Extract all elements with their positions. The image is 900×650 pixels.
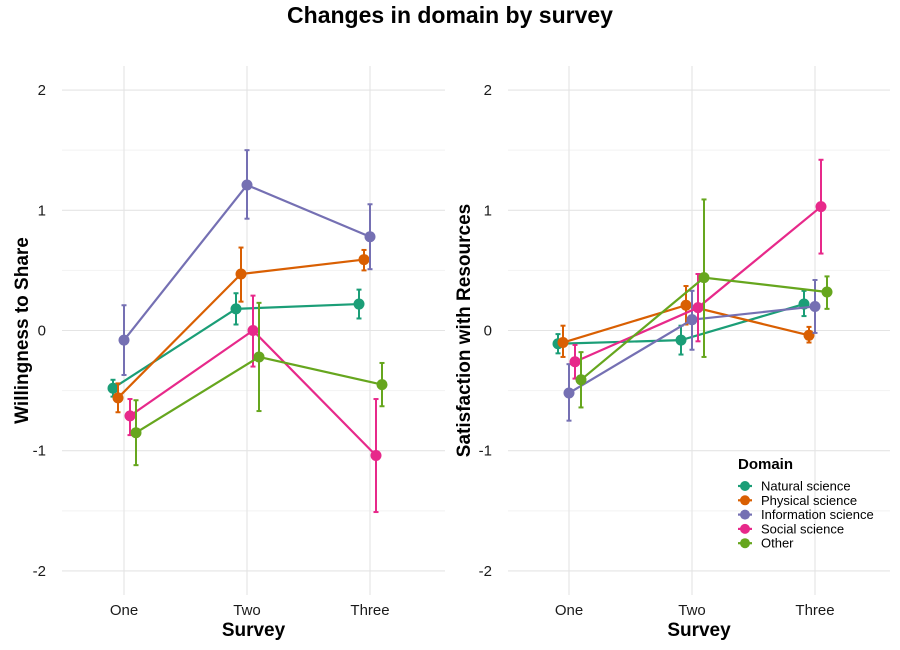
y-tick-label: 0: [38, 323, 46, 340]
series-social-science: [569, 158, 827, 380]
y-tick-label: -1: [479, 443, 492, 460]
y-tick-label: -1: [33, 443, 46, 460]
legend-label: Information science: [761, 507, 874, 522]
y-axis-title: Satisfaction with Resources: [454, 204, 475, 457]
data-point: [686, 314, 698, 326]
x-tick-label: One: [110, 602, 138, 619]
x-tick-label: Two: [233, 602, 261, 619]
y-tick-label: 0: [484, 323, 492, 340]
data-point: [118, 334, 130, 346]
data-point: [241, 179, 253, 191]
legend-label: Natural science: [761, 479, 851, 494]
data-point: [112, 392, 124, 404]
data-point: [692, 302, 704, 314]
x-tick-label: Two: [678, 602, 706, 619]
data-point: [247, 325, 259, 336]
x-axis-title: Survey: [667, 620, 731, 641]
legend-label: Other: [761, 536, 794, 551]
data-point: [353, 298, 365, 310]
legend-label: Social science: [761, 521, 844, 536]
data-point: [253, 351, 265, 363]
legend-title: Domain: [738, 456, 793, 473]
y-tick-label: 2: [38, 82, 46, 99]
y-tick-label: 1: [484, 202, 492, 219]
panel-2: -2 -1 0 1 2 One Two Three Survey Satisfaction wit…: [454, 66, 890, 641]
data-point: [230, 303, 242, 315]
legend-key-point: [740, 523, 750, 534]
panel-1: -2 -1 0 1 2 One Two Three Survey Willingness to S…: [12, 66, 445, 641]
series-physical-science: [557, 285, 815, 358]
data-point: [364, 231, 376, 243]
series-social-science: [124, 294, 382, 514]
y-tick-label: -2: [33, 563, 46, 580]
series-physical-science: [112, 246, 370, 414]
data-point: [130, 427, 142, 439]
data-point: [557, 337, 569, 349]
y-tick-label: -2: [479, 563, 492, 580]
data-point: [675, 334, 687, 346]
x-tick-label: One: [555, 602, 583, 619]
data-point: [370, 450, 382, 462]
data-point: [107, 382, 119, 394]
data-point: [821, 286, 833, 298]
y-tick-label: 2: [484, 82, 492, 99]
data-point: [803, 329, 815, 341]
legend-key-point: [740, 481, 750, 491]
legend-key-point: [740, 495, 750, 506]
data-point: [809, 300, 821, 312]
data-point: [569, 356, 581, 368]
legend-key-point: [740, 538, 750, 549]
data-point: [376, 379, 388, 391]
data-point: [815, 201, 827, 213]
series-information-science: [563, 279, 821, 422]
data-point: [124, 410, 136, 422]
x-tick-label: Three: [350, 602, 389, 619]
data-point: [358, 254, 370, 266]
data-point: [235, 268, 247, 280]
y-tick-label: 1: [38, 202, 46, 219]
series-information-science: [118, 149, 376, 376]
legend-key-point: [740, 509, 750, 520]
data-point: [575, 374, 587, 386]
data-point: [680, 299, 692, 311]
data-point: [563, 387, 575, 399]
y-axis-title: Willingness to Share: [12, 237, 33, 424]
x-axis-title: Survey: [222, 620, 286, 641]
chart-title: Changes in domain by survey: [287, 2, 613, 28]
data-point: [698, 272, 710, 284]
x-tick-label: Three: [795, 602, 834, 619]
legend-label: Physical science: [761, 493, 857, 508]
series-other: [130, 301, 388, 467]
series-other: [575, 198, 833, 409]
series-natural-science: [552, 289, 810, 356]
